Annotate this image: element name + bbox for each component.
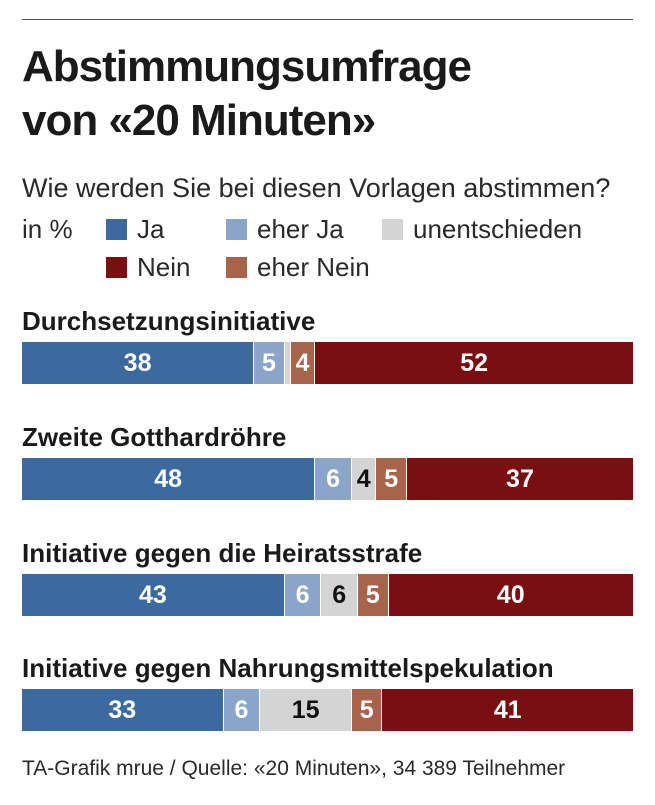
data-label: 4 bbox=[295, 348, 310, 377]
data-label: 37 bbox=[506, 464, 534, 493]
bar-segment-eher-ja: 6 bbox=[223, 689, 261, 731]
title-line-2: von «20 Minuten» bbox=[22, 96, 376, 145]
legend-item-ja: Ja bbox=[106, 214, 164, 244]
bar-segment-eher-ja: 5 bbox=[254, 342, 285, 384]
data-label: 43 bbox=[138, 580, 167, 609]
data-label: 52 bbox=[460, 348, 489, 377]
bar-segment-ja: 48 bbox=[22, 458, 316, 500]
unit-label: in % bbox=[22, 214, 73, 244]
title-line-1: Abstimmungsumfrage bbox=[22, 42, 472, 91]
category-label: Durchsetzungsinitiative bbox=[22, 306, 316, 336]
legend-label: unentschieden bbox=[413, 214, 583, 244]
data-label: 6 bbox=[332, 580, 347, 609]
data-label: 4 bbox=[356, 464, 371, 493]
data-label: 41 bbox=[493, 695, 522, 724]
data-label: 33 bbox=[108, 695, 137, 724]
bar-segment-unentschieden: 15 bbox=[260, 689, 352, 731]
data-label: 6 bbox=[295, 580, 310, 609]
bar-segment-nein: 52 bbox=[315, 342, 633, 384]
bar-segment-eher-ja: 6 bbox=[284, 574, 322, 616]
bar-segment-unentschieden bbox=[284, 342, 291, 384]
data-label: 6 bbox=[326, 464, 341, 493]
bar-segment-nein: 37 bbox=[406, 458, 633, 500]
source-footer: TA-Grafik mrue / Quelle: «20 Minuten», 3… bbox=[22, 757, 566, 780]
data-label: 5 bbox=[359, 695, 374, 724]
legend-item-nein: Nein bbox=[106, 252, 190, 282]
data-label: 6 bbox=[234, 695, 249, 724]
data-label: 40 bbox=[496, 580, 525, 609]
bar-segment-eher-ja: 6 bbox=[315, 458, 352, 500]
category-label: Initiative gegen Nahrungsmittelspekulati… bbox=[22, 653, 554, 683]
data-label: 5 bbox=[384, 464, 399, 493]
legend-label: Nein bbox=[137, 252, 191, 282]
data-label: 5 bbox=[365, 580, 380, 609]
category-label: Initiative gegen die Heiratsstrafe bbox=[22, 538, 423, 568]
legend-swatch-unentschieden bbox=[382, 218, 403, 240]
data-label: 15 bbox=[291, 695, 320, 724]
bar-segment-nein: 41 bbox=[382, 689, 633, 731]
bar-segment-unentschieden: 4 bbox=[351, 458, 377, 500]
stacked-bar: 33 6 15 5 41 bbox=[22, 689, 633, 731]
bar-segment-ja: 38 bbox=[22, 342, 255, 384]
legend-swatch-ja bbox=[106, 218, 127, 240]
legend-swatch-eher-ja bbox=[226, 218, 247, 240]
legend-label: eher Nein bbox=[257, 252, 370, 282]
bar-segment-ja: 43 bbox=[22, 574, 285, 616]
top-rule bbox=[22, 19, 633, 20]
legend-swatch-eher-nein bbox=[226, 256, 247, 278]
stacked-bar: 48 6 4 5 37 bbox=[22, 458, 633, 500]
bar-segment-eher-nein: 4 bbox=[290, 342, 316, 384]
bar-segment-eher-nein: 5 bbox=[358, 574, 389, 616]
legend-item-eher-nein: eher Nein bbox=[226, 252, 370, 282]
bar-segment-ja: 33 bbox=[22, 689, 224, 731]
legend-item-eher-ja: eher Ja bbox=[226, 214, 344, 244]
legend-label: Ja bbox=[137, 214, 165, 244]
chart-title: Abstimmungsumfrage von «20 Minuten» bbox=[22, 40, 633, 148]
bar-segment-eher-nein: 5 bbox=[376, 458, 407, 500]
data-label: 5 bbox=[261, 348, 276, 377]
legend-swatch-nein bbox=[106, 256, 127, 278]
stacked-bar: 43 6 6 5 40 bbox=[22, 574, 633, 616]
bar-segment-unentschieden: 6 bbox=[321, 574, 359, 616]
bar-segment-eher-nein: 5 bbox=[351, 689, 383, 731]
data-label: 38 bbox=[123, 348, 152, 377]
category-label: Zweite Gotthardröhre bbox=[22, 422, 287, 452]
stacked-bar: 38 5 4 52 bbox=[22, 342, 633, 384]
legend-item-unentschieden: unentschieden bbox=[382, 214, 582, 244]
bar-segment-nein: 40 bbox=[388, 574, 633, 616]
legend-label: eher Ja bbox=[257, 214, 344, 244]
chart-subtitle: Wie werden Sie bei diesen Vorlagen absti… bbox=[22, 173, 611, 203]
data-label: 48 bbox=[154, 464, 183, 493]
